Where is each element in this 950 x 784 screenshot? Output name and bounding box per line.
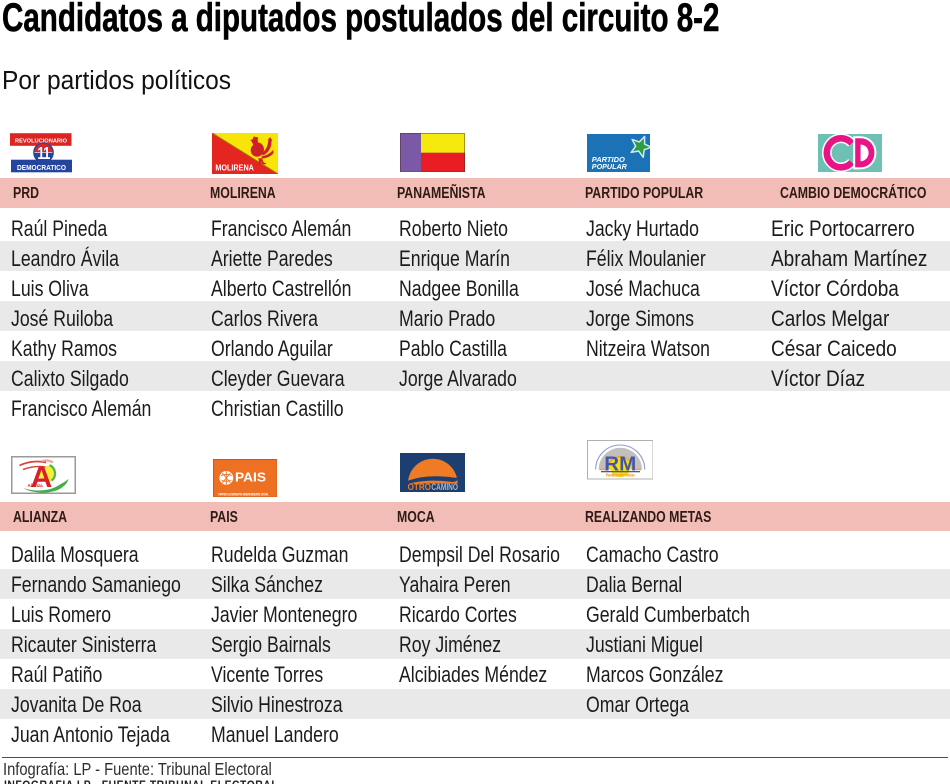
svg-text:A: A <box>31 461 53 494</box>
svg-text:POPULAR: POPULAR <box>592 163 627 170</box>
svg-text:PAIS: PAIS <box>235 469 266 484</box>
svg-text:Alianza: Alianza <box>28 483 43 488</box>
svg-text:11: 11 <box>37 144 50 163</box>
svg-text:Realizando Metas: Realizando Metas <box>605 473 635 478</box>
svg-text:CAMINO: CAMINO <box>431 482 458 492</box>
svg-text:PARTIDO: PARTIDO <box>592 156 626 163</box>
svg-text:REVOLUCIONARIO: REVOLUCIONARIO <box>15 138 67 144</box>
svg-text:DEMOCRATICO: DEMOCRATICO <box>17 162 66 171</box>
svg-text:PARTIDO ALTERNATIVA INDEPENDIE: PARTIDO ALTERNATIVA INDEPENDIENTE SOCIAL <box>218 492 268 496</box>
svg-text:OTRO: OTRO <box>408 482 432 492</box>
svg-text:MOLIRENA: MOLIRENA <box>215 164 254 173</box>
svg-text:RM: RM <box>604 454 636 476</box>
